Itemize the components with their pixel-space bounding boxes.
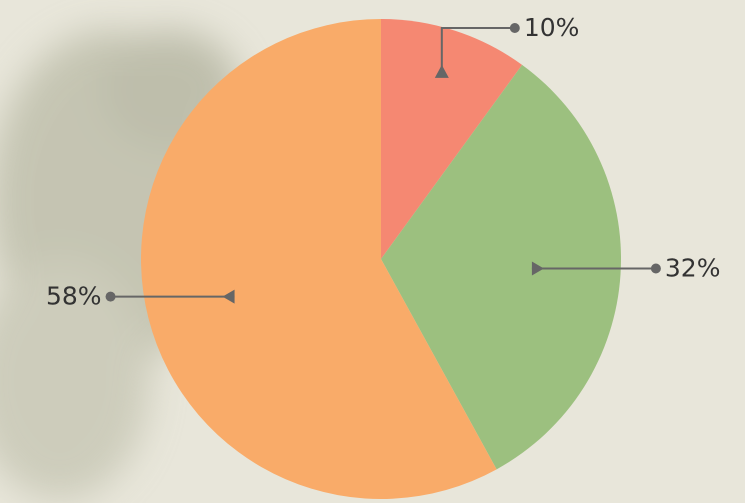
data-label: 32% <box>665 253 721 282</box>
data-label: 58% <box>46 282 102 311</box>
data-label: 10% <box>524 13 580 42</box>
leader-dot <box>106 292 116 302</box>
leader-dot <box>510 23 520 33</box>
page: 10%32%58% (() => { const data = JSON.par… <box>0 0 745 503</box>
leader-dot <box>651 263 661 273</box>
chart: 10% 32% 58% <box>0 0 745 503</box>
